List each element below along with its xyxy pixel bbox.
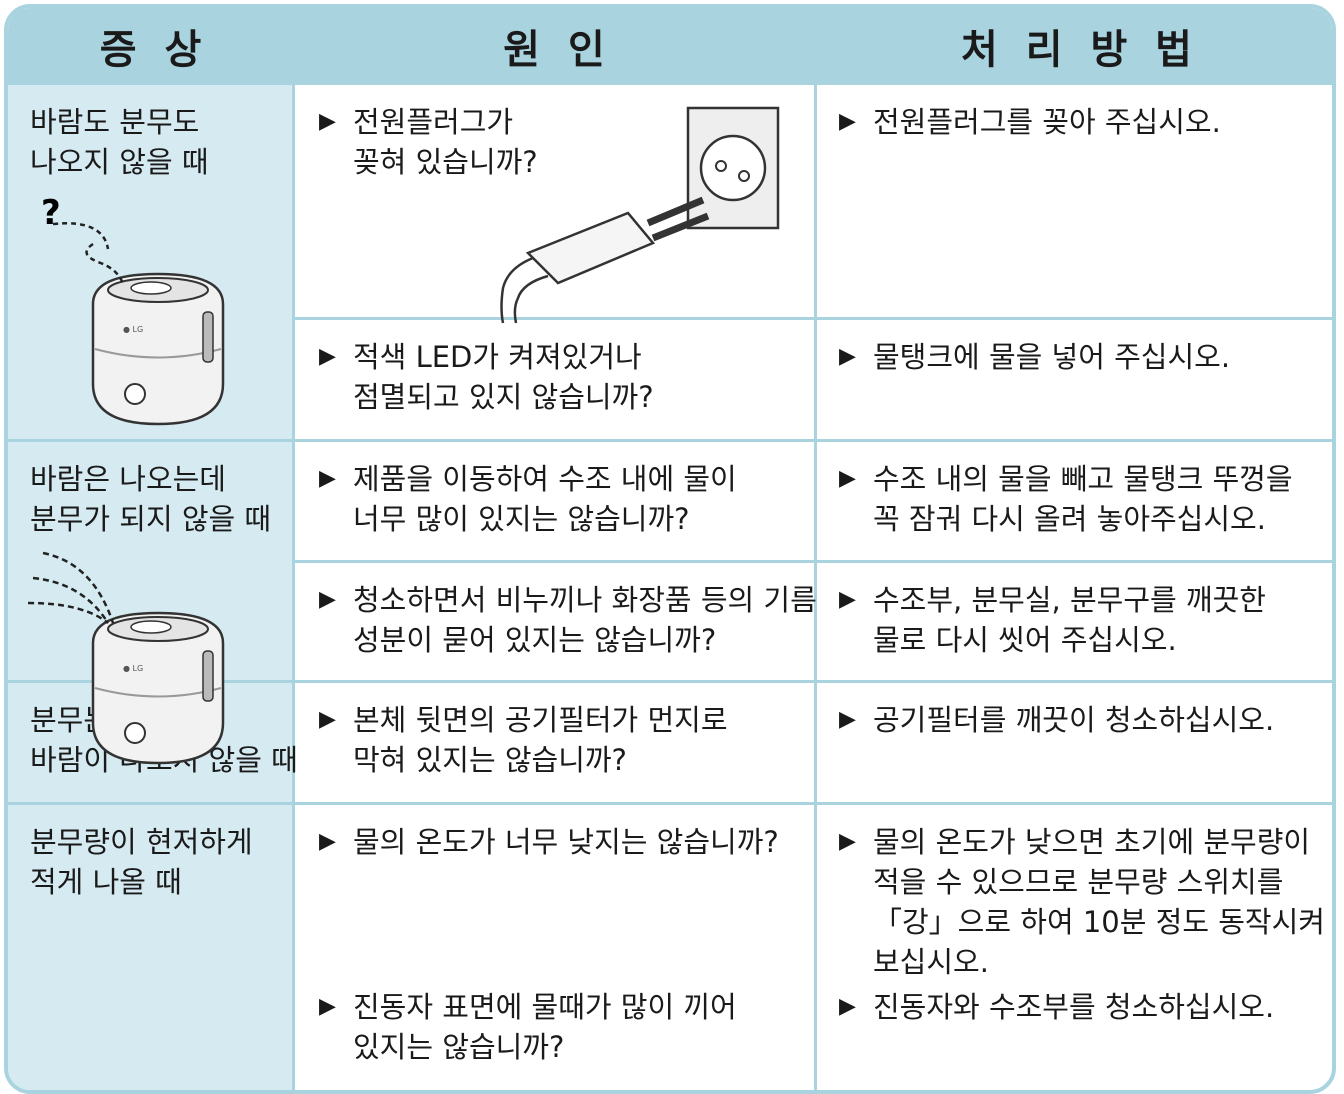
bullet-arrow: ▶ [319,707,336,732]
text-line: 전원플러그가 [353,105,514,139]
text-line: 꼭 잠궈 다시 올려 놓아주십시오. [873,502,1266,536]
cell-text: 공기필터를 깨끗이 청소하십시오. [873,700,1274,740]
row-divider [8,439,1332,442]
svg-text:● LG: ● LG [123,664,143,673]
bullet-arrow: ▶ [839,344,856,369]
text-line: 청소하면서 비누끼나 화장품 등의 기름 [353,583,817,617]
column-header: 처 리 방 법 [815,8,1332,84]
text-line: 수조 내의 물을 빼고 물탱크 뚜껑을 [873,462,1293,496]
text-line: 수조부, 분무실, 분무구를 깨끗한 [873,583,1266,617]
text-line: 물탱크에 물을 넣어 주십시오. [873,340,1231,374]
text-line: 진동자와 수조부를 청소하십시오. [873,990,1275,1024]
text-line: 제품을 이동하여 수조 내에 물이 [353,462,737,496]
row-divider [8,802,1332,805]
text-line: 본체 뒷면의 공기필터가 먼지로 [353,703,728,737]
text-line: 분무량이 현저하게 [30,825,253,859]
illustration [500,106,780,324]
column-divider [292,8,295,1090]
cell-text: 진동자와 수조부를 청소하십시오. [873,987,1274,1027]
text-line: 보십시오. [873,945,989,979]
bullet-arrow: ▶ [839,587,856,612]
text-line: 있지는 않습니까? [353,1030,565,1064]
text-line: 적을 수 있으므로 분무량 스위치를 [873,865,1284,899]
column-divider [814,8,817,1090]
cell-text: 전원플러그를 꽂아 주십시오. [873,102,1221,142]
svg-text:● LG: ● LG [123,325,143,334]
bullet-arrow: ▶ [839,707,856,732]
text-line: 적색 LED가 켜져있거나 [353,340,642,374]
text-line: 나오지 않을 때 [30,145,209,179]
bullet-arrow: ▶ [319,994,336,1019]
bullet-arrow: ▶ [319,587,336,612]
text-line: 물의 온도가 낮으면 초기에 분무량이 [873,825,1311,859]
illustration: ● LG [27,551,225,765]
text-line: 분무가 되지 않을 때 [30,502,272,536]
text-line: 꽂혀 있습니까? [353,145,538,179]
bullet-arrow: ▶ [319,466,336,491]
bullet-arrow: ▶ [319,344,336,369]
cell-text: 물탱크에 물을 넣어 주십시오. [873,337,1230,377]
text-line: 너무 많이 있지는 않습니까? [353,502,690,536]
text-line: 진동자 표면에 물때가 많이 끼어 [353,990,737,1024]
text-line: 전원플러그를 꽂아 주십시오. [873,105,1221,139]
text-line: 물의 온도가 너무 낮지는 않습니까? [353,825,779,859]
symptom-cell [8,804,293,1090]
column-header: 원 인 [293,8,815,84]
bullet-arrow: ▶ [319,829,336,854]
bullet-arrow: ▶ [839,109,856,134]
text-line: 바람은 나오는데 [30,462,226,496]
text-line: 바람도 분무도 [30,105,200,139]
text-line: 적게 나올 때 [30,865,182,899]
illustration: ● LG? [41,193,225,426]
text-line: 점멸되고 있지 않습니까? [353,380,654,414]
text-line: 물로 다시 씻어 주십시오. [873,623,1177,657]
bullet-arrow: ▶ [839,466,856,491]
bullet-arrow: ▶ [839,829,856,854]
bullet-arrow: ▶ [839,994,856,1019]
row-divider [8,82,1332,85]
bullet-arrow: ▶ [319,109,336,134]
text-line: 성분이 묻어 있지는 않습니까? [353,623,717,657]
row-divider [293,317,1332,320]
svg-text:?: ? [41,193,61,233]
text-line: 막혀 있지는 않습니까? [353,743,627,777]
cell-text: 물의 온도가 너무 낮지는 않습니까? [353,822,779,862]
column-header: 증 상 [8,8,293,84]
text-line: 「강」으로 하여 10분 정도 동작시켜 [873,905,1325,939]
text-line: 공기필터를 깨끗이 청소하십시오. [873,703,1275,737]
row-divider [8,680,1332,683]
row-divider [293,560,1332,563]
